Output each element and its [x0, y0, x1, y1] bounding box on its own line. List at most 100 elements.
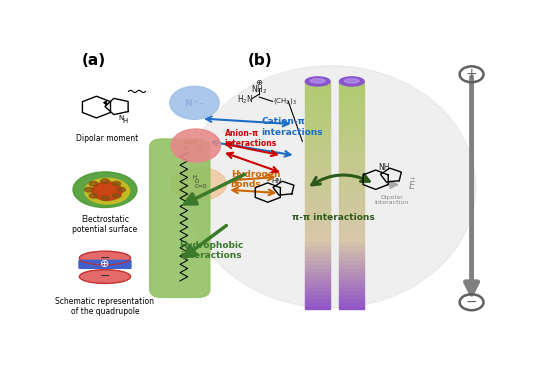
Text: Schematic representation
of the quadrupole: Schematic representation of the quadrupo… [56, 296, 155, 316]
Bar [339, 135, 364, 138]
Bar [305, 286, 330, 290]
Bar [305, 154, 330, 157]
Bar [305, 135, 330, 138]
Ellipse shape [305, 77, 330, 86]
Ellipse shape [344, 79, 359, 83]
Bar [339, 120, 364, 123]
Text: N: N [118, 115, 123, 121]
Text: Anion-π
interactions: Anion-π interactions [225, 129, 277, 148]
Ellipse shape [89, 194, 98, 198]
FancyBboxPatch shape [79, 260, 131, 268]
Bar [305, 184, 330, 188]
Bar [305, 302, 330, 306]
Bar [339, 108, 364, 112]
Text: +: + [466, 67, 477, 81]
Text: Dipolar
interaction: Dipolar interaction [375, 195, 409, 205]
Bar [305, 142, 330, 146]
Ellipse shape [117, 188, 125, 192]
Bar [339, 169, 364, 172]
Bar [305, 260, 330, 264]
Text: −: − [100, 252, 110, 265]
Bar [339, 298, 364, 302]
Bar [305, 256, 330, 260]
Text: -O: -O [195, 147, 203, 152]
Bar [339, 275, 364, 279]
Bar [305, 275, 330, 279]
Bar [305, 207, 330, 211]
Bar [305, 123, 330, 127]
Bar [339, 89, 364, 93]
Ellipse shape [186, 66, 476, 308]
Bar [339, 176, 364, 180]
Bar [339, 237, 364, 241]
Bar [305, 100, 330, 104]
Circle shape [171, 129, 221, 162]
FancyBboxPatch shape [150, 139, 210, 297]
Bar [339, 161, 364, 165]
Text: (a): (a) [81, 53, 106, 68]
Text: H: H [123, 118, 128, 124]
Bar [305, 85, 330, 89]
Bar [305, 150, 330, 154]
Bar [305, 188, 330, 192]
Text: (CH$_2$)$_3$: (CH$_2$)$_3$ [273, 96, 297, 107]
Ellipse shape [79, 270, 130, 283]
Bar [339, 123, 364, 127]
Bar [339, 302, 364, 306]
Ellipse shape [73, 172, 137, 208]
Text: O=P: O=P [184, 139, 197, 145]
Ellipse shape [101, 179, 109, 184]
Bar [339, 127, 364, 131]
Ellipse shape [339, 77, 364, 86]
Bar [339, 203, 364, 207]
Bar [305, 252, 330, 256]
Bar [305, 290, 330, 294]
Text: ⊕: ⊕ [100, 259, 109, 269]
Bar [339, 184, 364, 188]
Bar [339, 93, 364, 97]
Bar [305, 214, 330, 218]
Bar [305, 108, 330, 112]
Ellipse shape [92, 182, 122, 201]
Bar [339, 131, 364, 135]
Bar [339, 260, 364, 264]
Bar [339, 211, 364, 214]
Bar [339, 100, 364, 104]
Bar [305, 176, 330, 180]
Bar [339, 157, 364, 161]
Text: H: H [192, 175, 196, 180]
Bar [305, 112, 330, 115]
Bar [339, 226, 364, 229]
Bar [305, 233, 330, 237]
Bar [305, 115, 330, 120]
Text: NH$_2$: NH$_2$ [251, 84, 267, 96]
Bar [339, 264, 364, 268]
Bar [339, 290, 364, 294]
Text: Hydrogen
bonds: Hydrogen bonds [231, 170, 280, 189]
Bar [305, 211, 330, 214]
Bar [339, 192, 364, 195]
Bar [339, 245, 364, 249]
Bar [305, 249, 330, 252]
Bar [339, 229, 364, 233]
Bar [339, 142, 364, 146]
Bar [305, 229, 330, 233]
Bar [305, 157, 330, 161]
Text: N$^+$-: N$^+$- [184, 97, 205, 109]
Bar [305, 283, 330, 286]
Bar [305, 298, 330, 302]
Bar [305, 199, 330, 203]
Ellipse shape [112, 181, 120, 186]
Bar [305, 127, 330, 131]
Bar [305, 271, 330, 275]
Ellipse shape [101, 196, 109, 201]
Text: Electrostatic
potential surface: Electrostatic potential surface [73, 215, 138, 234]
Text: Hydrophobic
interactions: Hydrophobic interactions [179, 241, 244, 260]
Bar [339, 214, 364, 218]
Ellipse shape [112, 194, 120, 198]
Text: π-π interactions: π-π interactions [292, 213, 375, 222]
Text: −: − [466, 295, 477, 309]
Bar [305, 241, 330, 245]
Bar [305, 161, 330, 165]
Bar [339, 195, 364, 199]
